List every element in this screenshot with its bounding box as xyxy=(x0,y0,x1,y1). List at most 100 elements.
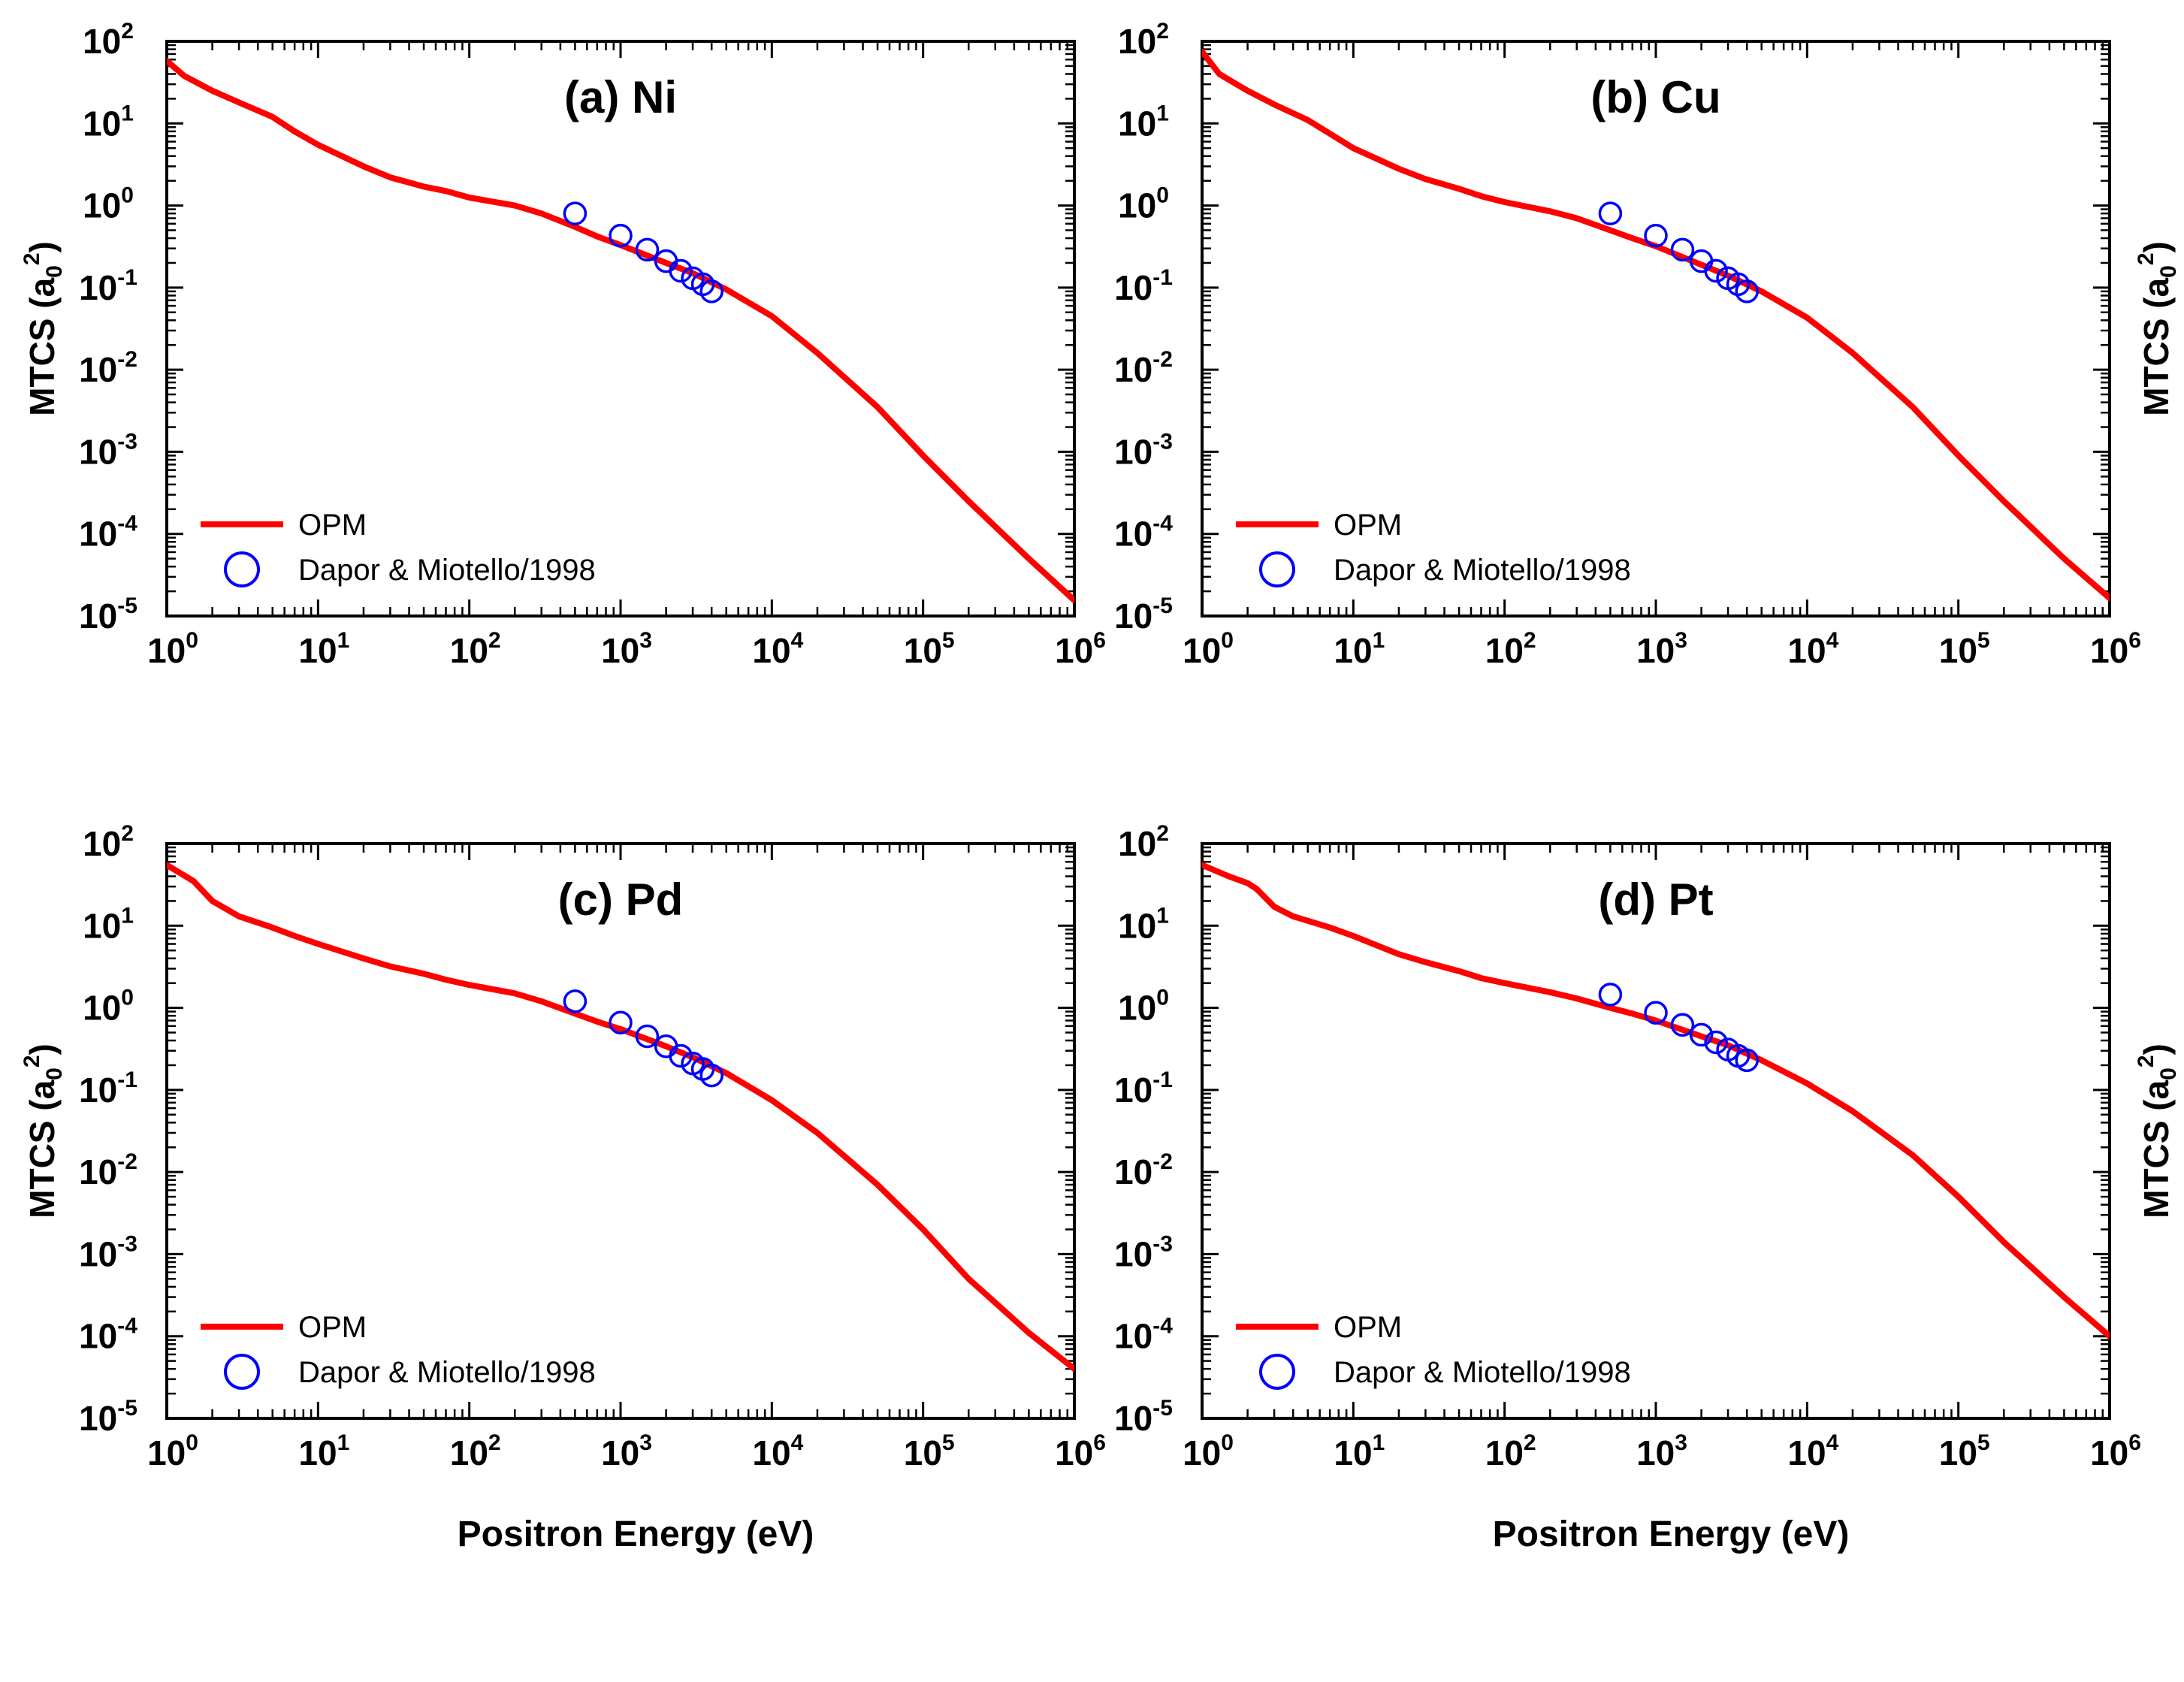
legend-swatch-dapor xyxy=(224,551,260,587)
y-tick-label: 10-5 xyxy=(1114,593,1173,636)
x-tick-label: 100 xyxy=(147,1430,198,1472)
x-tick-label: 102 xyxy=(1485,628,1536,670)
legend-label-dapor: Dapor & Miotello/1998 xyxy=(298,1356,596,1389)
y-tick-label: 10-3 xyxy=(79,1231,137,1273)
data-point-dapor xyxy=(1670,1013,1695,1037)
data-point-dapor xyxy=(609,1010,633,1035)
y-axis-label: MTCS (a02) xyxy=(2134,241,2181,416)
data-point-dapor xyxy=(563,989,588,1013)
legend-swatch-dapor xyxy=(224,1354,260,1390)
chart-title: (a) Ni xyxy=(564,72,677,122)
legend-label-opm: OPM xyxy=(298,509,367,542)
x-tick-label: 100 xyxy=(1183,628,1234,670)
chart-panel-b: 100 101 102 103 104 105 106 10-5 10-4 10-3 10-2 10-… xyxy=(1114,19,2181,670)
y-tick-label: 10-5 xyxy=(79,593,137,636)
x-tick-label: 104 xyxy=(752,628,803,670)
x-tick-label: 103 xyxy=(601,1430,652,1472)
legend-label-dapor: Dapor & Miotello/1998 xyxy=(298,554,596,587)
series-line-opm xyxy=(167,862,1074,1372)
x-tick-label: 106 xyxy=(2090,1430,2141,1472)
y-tick-label: 10-3 xyxy=(1114,429,1173,471)
x-tick-label: 100 xyxy=(147,628,198,670)
chart-panel-d: 100 101 102 103 104 105 106 10-5 10-4 10-3 10-2 10-… xyxy=(1114,821,2181,1554)
x-tick-label: 102 xyxy=(450,628,501,670)
data-point-dapor xyxy=(1644,223,1668,248)
x-axis-label: Positron Energy (eV) xyxy=(458,1514,814,1554)
x-tick-label: 104 xyxy=(1787,1430,1838,1472)
chart-title: (b) Cu xyxy=(1590,72,1720,122)
y-tick-label: 10-1 xyxy=(79,1067,137,1110)
y-tick-label: 101 xyxy=(83,903,134,945)
x-tick-label: 101 xyxy=(1334,1430,1385,1472)
y-tick-label: 100 xyxy=(83,986,134,1028)
data-point-dapor xyxy=(1670,237,1695,262)
y-tick-label: 100 xyxy=(83,183,134,225)
y-axis-label: MTCS (a02) xyxy=(20,241,67,416)
x-tick-label: 104 xyxy=(1787,628,1838,670)
data-point-dapor xyxy=(1598,201,1623,225)
series-line-opm xyxy=(1202,48,2110,602)
y-tick-label: 10-1 xyxy=(1114,265,1173,307)
y-tick-label: 10-2 xyxy=(1114,1149,1173,1191)
data-point-dapor xyxy=(563,201,588,225)
y-tick-label: 100 xyxy=(1118,183,1169,225)
series-line-opm xyxy=(1202,862,2110,1339)
x-tick-label: 102 xyxy=(1485,1430,1536,1472)
legend-label-opm: OPM xyxy=(1334,509,1402,542)
y-tick-label: 101 xyxy=(1118,903,1169,945)
data-point-dapor xyxy=(635,1024,660,1049)
x-tick-label: 103 xyxy=(1636,1430,1687,1472)
y-tick-label: 10-5 xyxy=(79,1396,137,1438)
y-tick-label: 10-1 xyxy=(1114,1067,1173,1110)
y-tick-label: 10-3 xyxy=(1114,1231,1173,1273)
chart-panel-c: 100 101 102 103 104 105 106 10-5 10-4 10-3 10-2 10-… xyxy=(20,821,1106,1554)
data-point-dapor xyxy=(1735,1048,1759,1073)
x-tick-label: 102 xyxy=(450,1430,501,1472)
y-tick-label: 102 xyxy=(1118,821,1169,863)
data-point-dapor xyxy=(635,237,660,262)
y-tick-label: 10-2 xyxy=(79,1149,137,1191)
data-point-dapor xyxy=(699,279,723,303)
y-tick-label: 102 xyxy=(1118,19,1169,61)
x-tick-label: 105 xyxy=(1939,628,1990,670)
x-axis-label: Positron Energy (eV) xyxy=(1493,1514,1850,1554)
data-point-dapor xyxy=(1598,983,1623,1007)
x-tick-label: 105 xyxy=(904,1430,955,1472)
y-tick-label: 10-4 xyxy=(1114,1314,1173,1356)
y-axis-label: MTCS (a02) xyxy=(2134,1043,2181,1218)
x-tick-label: 104 xyxy=(752,1430,803,1472)
y-tick-label: 100 xyxy=(1118,986,1169,1028)
y-tick-label: 10-5 xyxy=(1114,1396,1173,1438)
x-tick-label: 101 xyxy=(1334,628,1385,670)
data-point-dapor xyxy=(1689,1022,1714,1047)
y-tick-label: 10-4 xyxy=(1114,512,1173,554)
data-point-dapor xyxy=(669,258,693,283)
x-tick-label: 100 xyxy=(1183,1430,1234,1472)
y-tick-label: 102 xyxy=(83,19,134,61)
y-tick-label: 102 xyxy=(83,821,134,863)
data-point-dapor xyxy=(1735,279,1759,303)
data-point-dapor xyxy=(609,223,633,248)
x-tick-label: 101 xyxy=(298,628,349,670)
y-tick-label: 10-4 xyxy=(79,1314,137,1356)
data-point-dapor xyxy=(1704,1030,1728,1055)
y-tick-label: 10-4 xyxy=(79,512,137,554)
x-tick-label: 101 xyxy=(298,1430,349,1472)
y-tick-label: 101 xyxy=(83,101,134,143)
series-line-opm xyxy=(167,57,1074,604)
chart-panel-a: 100 101 102 103 104 105 106 10-5 10-4 10-3 10-2 10-… xyxy=(20,19,1106,670)
y-tick-label: 10-2 xyxy=(79,347,137,389)
legend-label-opm: OPM xyxy=(1334,1311,1402,1344)
y-tick-label: 10-2 xyxy=(1114,347,1173,389)
data-point-dapor xyxy=(1644,1001,1668,1025)
legend-label-opm: OPM xyxy=(298,1311,367,1344)
legend-swatch-dapor xyxy=(1259,551,1295,587)
x-tick-label: 103 xyxy=(601,628,652,670)
x-tick-label: 105 xyxy=(904,628,955,670)
data-point-dapor xyxy=(669,1043,693,1068)
y-axis-label: MTCS (a02) xyxy=(20,1043,67,1218)
data-point-dapor xyxy=(1704,258,1728,283)
x-tick-label: 106 xyxy=(2090,628,2141,670)
x-tick-label: 106 xyxy=(1055,1430,1106,1472)
